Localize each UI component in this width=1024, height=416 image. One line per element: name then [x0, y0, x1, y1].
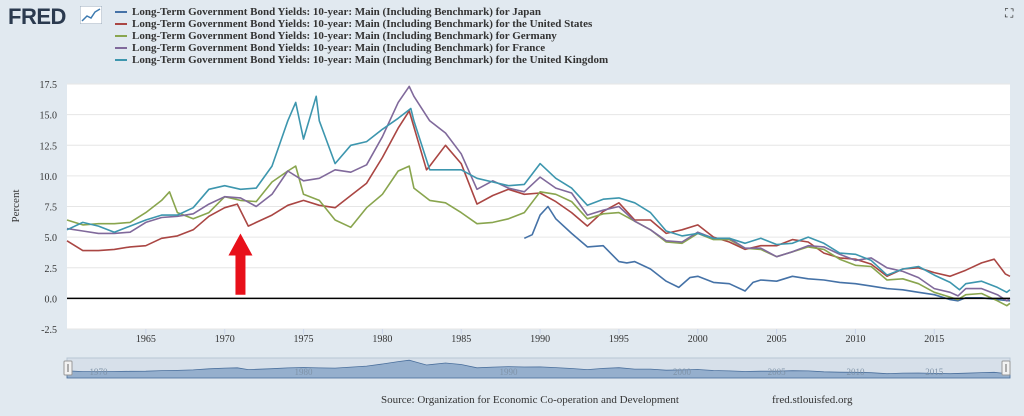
navigator-tick-label: 2010: [846, 367, 865, 377]
y-axis-label: Percent: [10, 190, 22, 223]
x-tick-label: 1990: [530, 334, 550, 345]
y-tick-label: 7.5: [45, 203, 58, 214]
source-text: Source: Organization for Economic Co-ope…: [381, 394, 679, 406]
x-tick-label: 2015: [924, 334, 944, 345]
legend-swatch-germany: [115, 35, 127, 37]
series-line-germany: [66, 165, 1011, 307]
legend-label-france: Long-Term Government Bond Yields: 10-yea…: [132, 42, 546, 54]
series-line-japan: [523, 205, 1011, 302]
x-tick-label: 1965: [136, 334, 156, 345]
navigator-tick-label: 2000: [673, 367, 692, 377]
y-tick-label: 5.0: [45, 233, 58, 244]
legend-item-japan[interactable]: Long-Term Government Bond Yields: 10-yea…: [115, 6, 608, 18]
x-tick-label: 1985: [451, 334, 471, 345]
x-tick-label: 2005: [767, 334, 787, 345]
legend-item-uk[interactable]: Long-Term Government Bond Yields: 10-yea…: [115, 54, 608, 66]
fred-logo-graph-icon: [80, 6, 102, 24]
x-tick-label: 1970: [215, 334, 235, 345]
legend-swatch-japan: [115, 11, 127, 13]
y-tick-label: 10.0: [40, 172, 58, 183]
legend-item-us[interactable]: Long-Term Government Bond Yields: 10-yea…: [115, 18, 608, 30]
legend-item-france[interactable]: Long-Term Government Bond Yields: 10-yea…: [115, 42, 608, 54]
legend-label-germany: Long-Term Government Bond Yields: 10-yea…: [132, 30, 557, 42]
legend-label-uk: Long-Term Government Bond Yields: 10-yea…: [132, 54, 609, 66]
navigator-tick-label: 1980: [295, 367, 314, 377]
legend-label-us: Long-Term Government Bond Yields: 10-yea…: [132, 18, 593, 30]
legend-item-germany[interactable]: Long-Term Government Bond Yields: 10-yea…: [115, 30, 608, 42]
series-line-us: [66, 110, 1011, 278]
y-tick-label: 12.5: [40, 141, 58, 152]
legend-label-japan: Long-Term Government Bond Yields: 10-yea…: [132, 6, 541, 18]
series-lines: [66, 85, 1011, 307]
navigator-tick-label: 1990: [500, 367, 519, 377]
y-tick-label: -2.5: [41, 325, 57, 336]
chart-legend: Long-Term Government Bond Yields: 10-yea…: [115, 6, 608, 66]
x-tick-label: 2010: [845, 334, 865, 345]
navigator-tick-label: 2005: [768, 367, 787, 377]
annotation-arrow: [228, 233, 253, 295]
site-url[interactable]: fred.stlouisfed.org: [772, 394, 853, 406]
y-axis-ticks: -2.5 0.0 2.5 5.0 7.5 10.0 12.5 15.0 17.5: [40, 80, 58, 336]
red-arrow-annotation: [228, 233, 253, 295]
x-tick-label: 1975: [294, 334, 314, 345]
y-tick-label: 2.5: [45, 264, 58, 275]
legend-swatch-uk: [115, 59, 127, 61]
y-tick-label: 15.0: [40, 111, 58, 122]
x-tick-label: 1980: [372, 334, 392, 345]
x-tick-label: 2000: [688, 334, 708, 345]
navigator-tick-label: 1970: [90, 367, 109, 377]
y-tick-label: 17.5: [40, 80, 58, 91]
legend-swatch-us: [115, 23, 127, 25]
navigator-range-selector[interactable]: 1970 1980 1990 2000 2005 2010 2015: [63, 357, 1011, 379]
x-axis-ticks: 1965 1970 1975 1980 1985 1990 1995 2000 2005 2010…: [136, 329, 944, 345]
legend-swatch-france: [115, 47, 127, 49]
navigator-tick-label: 2015: [925, 367, 944, 377]
fred-logo[interactable]: FRED: [8, 4, 66, 29]
y-tick-label: 0.0: [45, 294, 58, 305]
navigator-series-area: [66, 359, 1011, 379]
series-line-france: [66, 85, 1011, 302]
series-line-uk: [66, 95, 1011, 294]
fullscreen-icon[interactable]: ⛶: [1005, 6, 1014, 20]
x-tick-label: 1995: [609, 334, 629, 345]
